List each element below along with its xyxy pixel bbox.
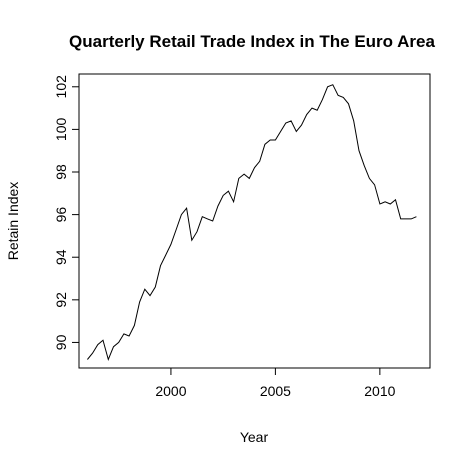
chart-title: Quarterly Retail Trade Index in The Euro… [69,32,435,51]
y-tick-label: 96 [53,207,69,223]
y-axis: 90 92 94 96 98 100 102 [53,75,80,350]
x-axis-label: Year [240,429,269,445]
y-tick-label: 100 [53,117,69,141]
y-tick-label: 92 [53,292,69,308]
plot-box [78,73,431,369]
x-axis: 2000 2005 2010 [155,367,396,399]
y-axis-label: Retain Index [5,182,21,261]
y-tick-label: 102 [53,75,69,99]
x-tick-label: 2010 [364,383,395,399]
x-tick-label: 2000 [155,383,186,399]
series-line-retail-index [87,84,417,362]
y-tick-label: 94 [53,249,69,265]
y-tick-label: 90 [53,334,69,350]
x-tick-label: 2005 [260,383,291,399]
y-tick-label: 98 [53,164,69,180]
